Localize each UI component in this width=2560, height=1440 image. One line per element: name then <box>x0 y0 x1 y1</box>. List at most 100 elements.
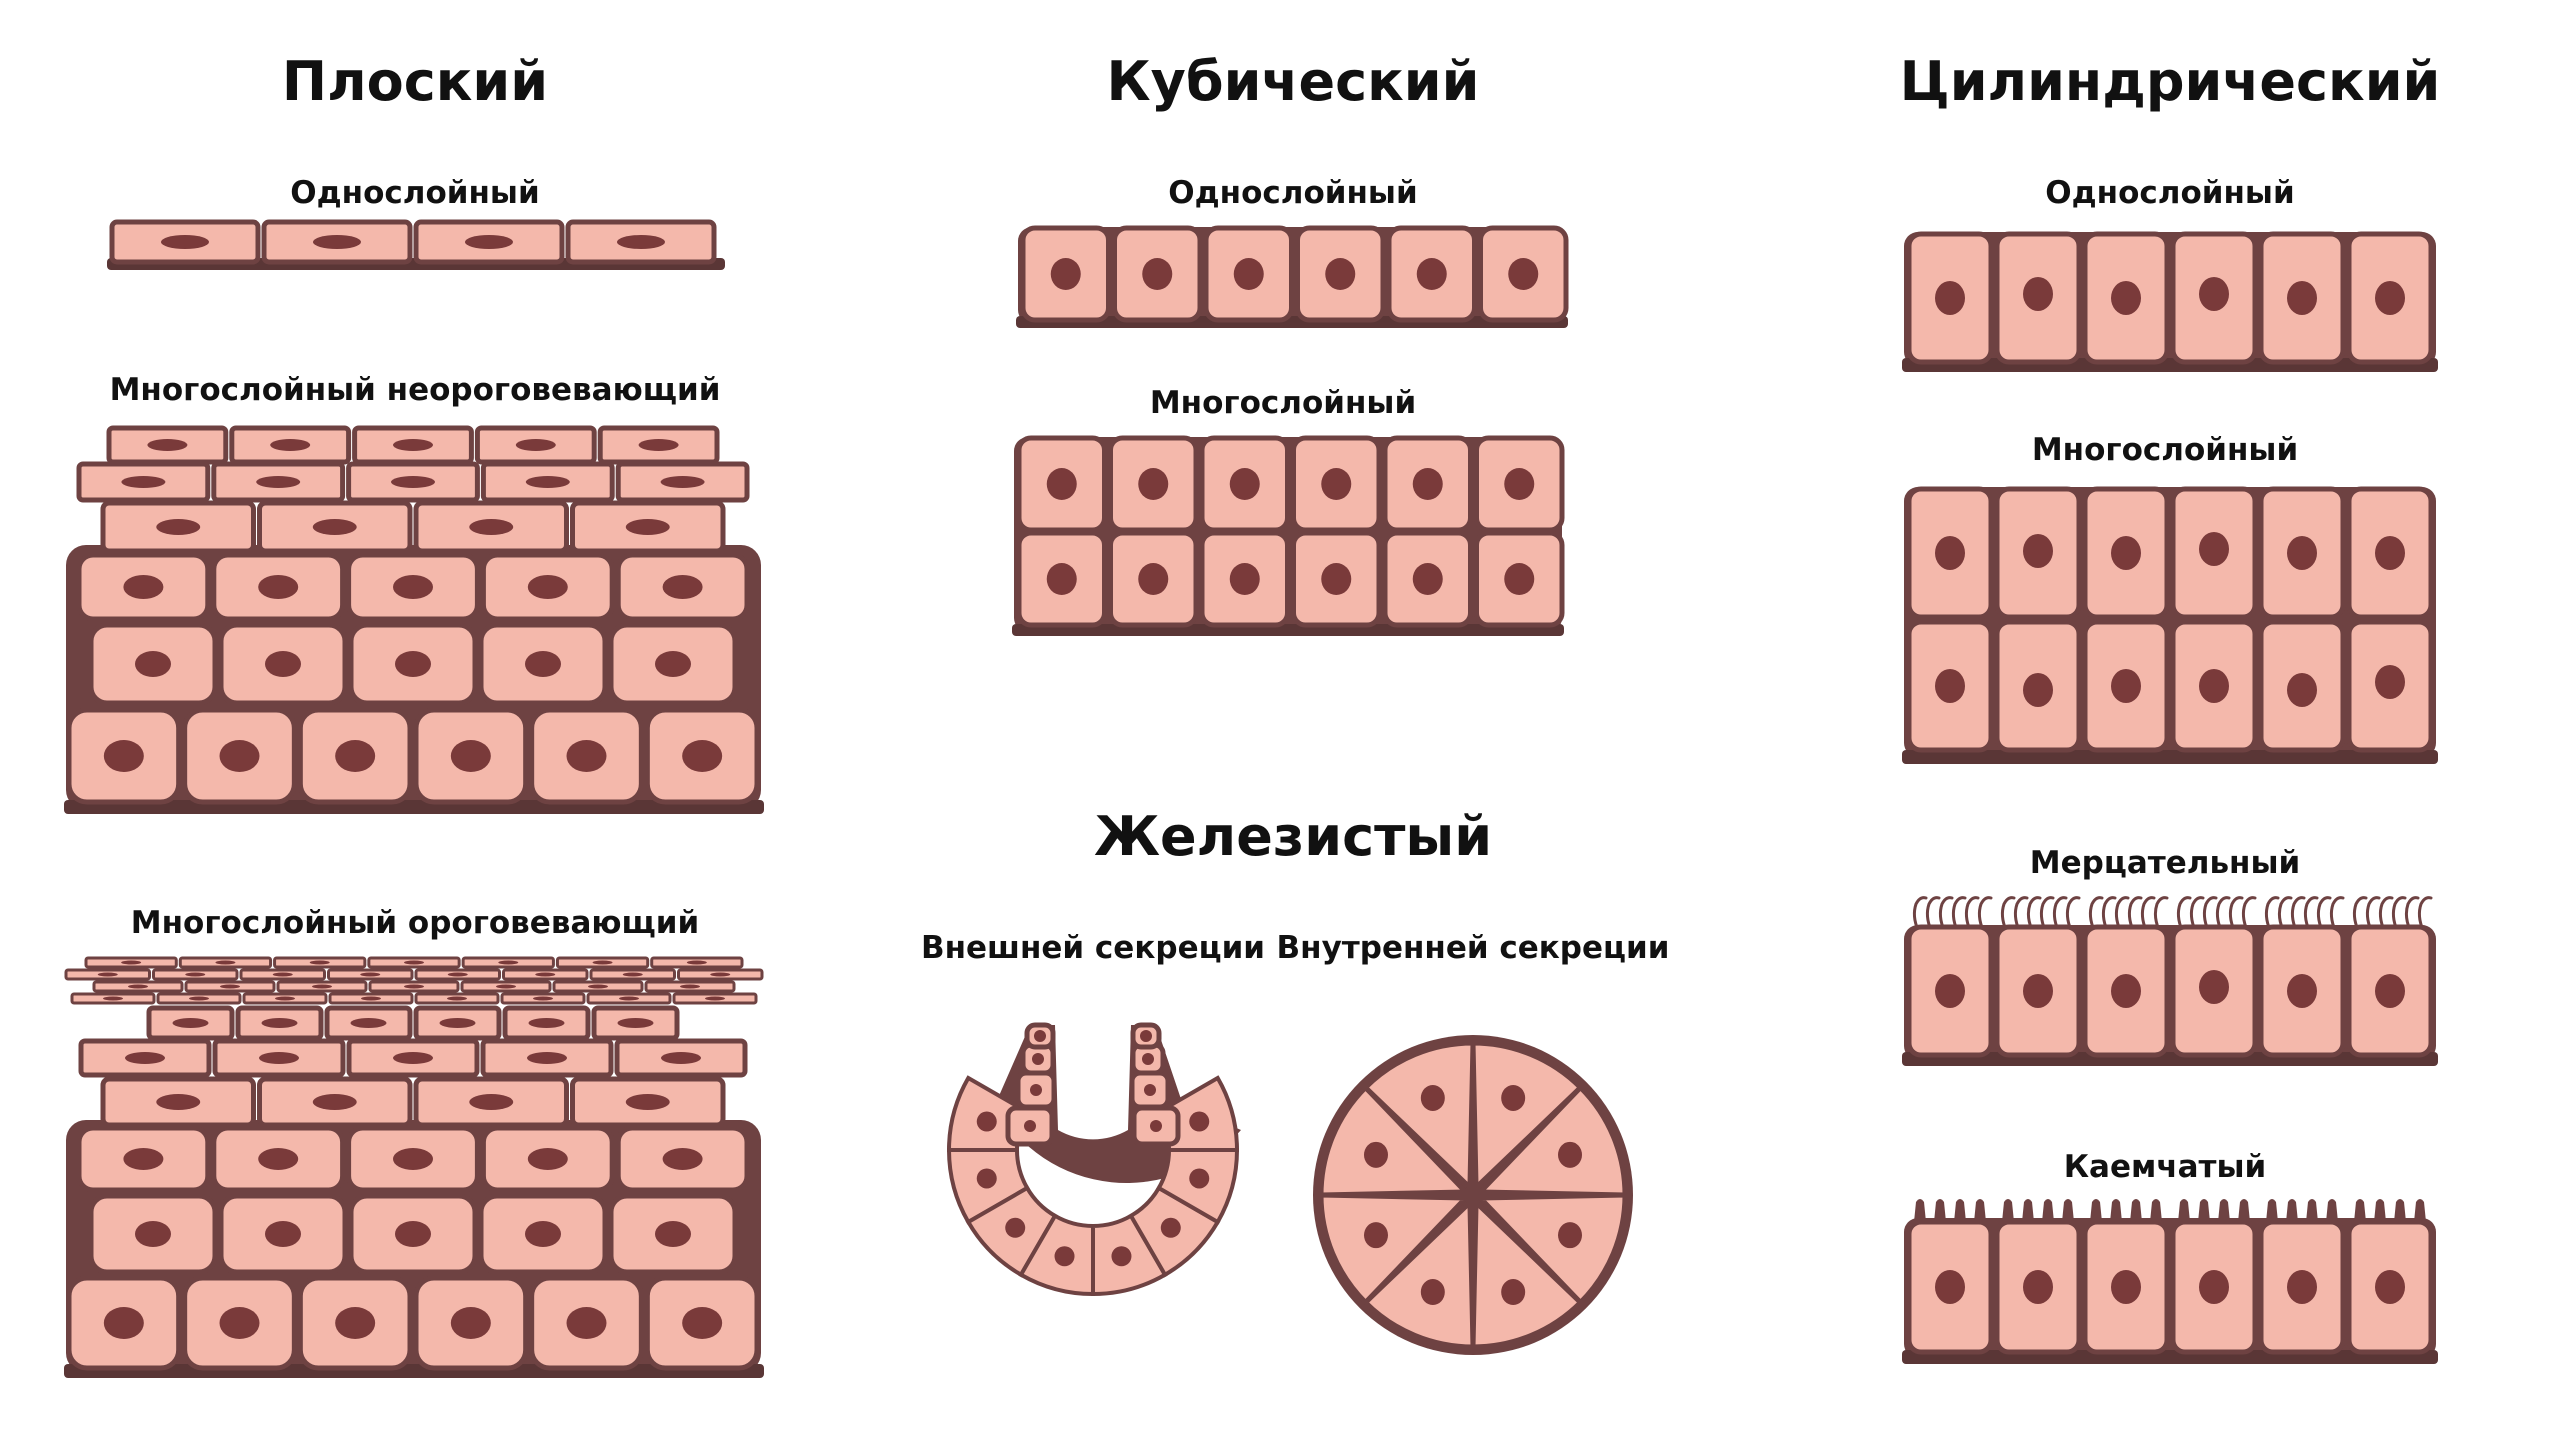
nucleus <box>1138 563 1169 595</box>
nucleus <box>2287 673 2317 707</box>
cilium <box>2329 896 2345 932</box>
nucleus <box>395 651 431 677</box>
nucleus <box>525 651 561 677</box>
nucleus <box>1160 1217 1181 1238</box>
nucleus <box>1046 563 1077 595</box>
microvillus <box>2306 1199 2318 1222</box>
cilium <box>2316 896 2332 932</box>
cilium <box>2127 896 2143 932</box>
cilium <box>2088 896 2104 932</box>
columnar-title: Цилиндрический <box>1900 50 2441 113</box>
nucleus <box>272 972 293 977</box>
nucleus <box>2199 1270 2229 1304</box>
cilium <box>2140 896 2156 932</box>
gland-cell <box>1477 1192 1628 1305</box>
nucleus <box>2111 974 2141 1008</box>
nucleus <box>1501 1279 1526 1306</box>
nucleus <box>682 740 723 772</box>
nucleus <box>2287 281 2317 315</box>
microvillus <box>2150 1199 2162 1222</box>
nucleus <box>1935 1270 1965 1304</box>
cilium <box>1912 896 1928 932</box>
cilium <box>2391 896 2407 932</box>
nucleus <box>391 476 435 488</box>
nucleus <box>1504 563 1535 595</box>
columnar-ciliated-tissue <box>1902 896 2438 1066</box>
nucleus <box>525 476 570 488</box>
nucleus <box>1005 1217 1026 1238</box>
cilium <box>2052 896 2068 932</box>
gland-cell <box>1477 1085 1628 1198</box>
nucleus <box>270 439 311 451</box>
gland-cell <box>1318 1085 1469 1198</box>
nucleus <box>361 996 381 1001</box>
nucleus <box>1150 1120 1162 1132</box>
nucleus <box>2375 1270 2405 1304</box>
squamous-keratinized-label: Многослойный ороговевающий <box>131 905 699 941</box>
nucleus <box>2199 970 2229 1004</box>
nucleus <box>1111 1246 1132 1267</box>
microvillus <box>1914 1199 1926 1222</box>
columnar-brush-border-label: Каемчатый <box>2064 1149 2267 1185</box>
exocrine-label: Внешней секреции <box>921 930 1265 966</box>
nucleus <box>976 1111 997 1132</box>
columnar-ciliated-label: Мерцательный <box>2030 845 2300 881</box>
microvillus <box>2414 1199 2426 1222</box>
cuboidal-simple-tissue <box>1016 225 1569 328</box>
nucleus <box>2023 974 2053 1008</box>
nucleus <box>185 972 206 977</box>
microvillus <box>2198 1199 2210 1222</box>
nucleus <box>566 740 607 772</box>
nucleus <box>2111 669 2141 703</box>
nucleus <box>662 1148 703 1170</box>
cilium <box>2290 896 2306 932</box>
cilium <box>2365 896 2381 932</box>
nucleus <box>312 1094 357 1110</box>
nucleus <box>1558 1141 1583 1168</box>
nucleus <box>121 476 166 488</box>
nucleus <box>450 1307 491 1339</box>
nucleus <box>465 235 513 249</box>
nucleus <box>258 1148 299 1170</box>
nucleus <box>1935 281 1965 315</box>
cilium <box>2378 896 2394 932</box>
squamous-simple-tissue <box>107 219 725 270</box>
nucleus <box>655 651 691 677</box>
nucleus <box>566 1307 607 1339</box>
microvillus <box>2042 1199 2054 1222</box>
nucleus <box>2375 536 2405 570</box>
nucleus <box>447 996 467 1001</box>
nucleus <box>335 1307 376 1339</box>
nucleus <box>496 984 516 989</box>
nucleus <box>2023 534 2053 568</box>
nucleus <box>393 575 433 599</box>
nucleus <box>220 984 240 989</box>
microvillus <box>2002 1199 2014 1222</box>
nucleus <box>219 740 260 772</box>
nucleus <box>393 439 433 451</box>
nucleus <box>404 984 424 989</box>
nucleus <box>1144 1084 1156 1096</box>
nucleus <box>2111 536 2141 570</box>
nucleus <box>498 960 519 965</box>
cuboidal-stratified-tissue <box>1012 435 1565 636</box>
nucleus <box>1325 258 1356 290</box>
nucleus <box>682 1307 723 1339</box>
nucleus <box>1420 1084 1445 1111</box>
nucleus <box>528 1018 565 1028</box>
microvillus <box>1974 1199 1986 1222</box>
squamous-keratinized-tissue <box>64 956 764 1378</box>
nucleus <box>450 740 491 772</box>
cilium <box>2039 896 2055 932</box>
cilium <box>2241 896 2257 932</box>
squamous-title: Плоский <box>282 50 548 113</box>
nucleus <box>1032 1053 1044 1065</box>
nucleus <box>533 996 553 1001</box>
squamous-simple-label: Однослойный <box>290 175 539 211</box>
nucleus <box>638 439 679 451</box>
nucleus <box>2199 532 2229 566</box>
microvillus <box>2354 1199 2366 1222</box>
cilium <box>2277 896 2293 932</box>
nucleus <box>393 1052 433 1064</box>
